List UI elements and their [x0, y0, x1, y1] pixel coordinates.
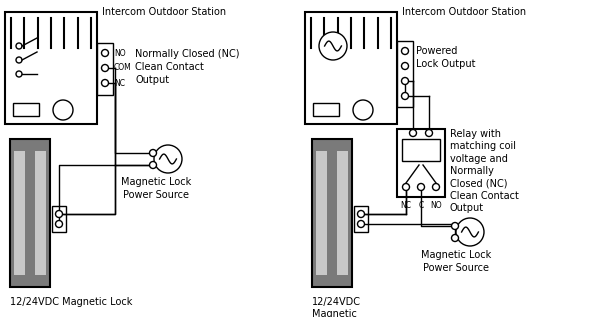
Bar [97, 43, 113, 95]
Circle shape [101, 49, 108, 56]
Text: Magnetic Lock
Power Source: Magnetic Lock Power Source [121, 177, 191, 200]
Text: NC: NC [401, 201, 411, 210]
Circle shape [16, 43, 22, 49]
Circle shape [101, 80, 108, 87]
Circle shape [53, 100, 73, 120]
Circle shape [154, 145, 182, 173]
Circle shape [452, 223, 458, 230]
Bar [337, 151, 348, 275]
Circle shape [402, 77, 408, 85]
Circle shape [418, 184, 424, 191]
Bar [397, 129, 445, 197]
Circle shape [16, 71, 22, 77]
Circle shape [452, 235, 458, 242]
Circle shape [358, 221, 365, 228]
Bar [305, 12, 397, 124]
Circle shape [150, 150, 157, 157]
Bar [14, 151, 25, 275]
Circle shape [402, 62, 408, 69]
Circle shape [402, 184, 409, 191]
Bar [402, 139, 440, 161]
Bar [10, 139, 50, 287]
Bar [313, 103, 339, 116]
Text: NC: NC [114, 79, 125, 87]
Text: Powered
Lock Output: Powered Lock Output [416, 46, 476, 69]
Bar [397, 41, 413, 107]
Circle shape [433, 184, 439, 191]
Bar [316, 151, 327, 275]
Text: NO: NO [114, 49, 126, 57]
Circle shape [16, 57, 22, 63]
Bar [5, 12, 97, 124]
Circle shape [402, 48, 408, 55]
Circle shape [319, 32, 347, 60]
Text: 12/24VDC Magnetic Lock: 12/24VDC Magnetic Lock [10, 297, 132, 307]
Bar [35, 151, 46, 275]
Circle shape [55, 210, 63, 217]
Circle shape [55, 221, 63, 228]
Text: NO: NO [430, 201, 442, 210]
Text: COM: COM [114, 63, 132, 73]
Text: C: C [418, 201, 424, 210]
Circle shape [101, 64, 108, 72]
Bar [312, 139, 352, 287]
Text: Intercom Outdoor Station: Intercom Outdoor Station [402, 7, 526, 17]
Circle shape [456, 218, 484, 246]
Text: Relay with
matching coil
voltage and
Normally
Closed (NC)
Clean Contact
Output: Relay with matching coil voltage and Nor… [450, 129, 519, 213]
Circle shape [353, 100, 373, 120]
Bar [52, 206, 66, 232]
Bar [354, 206, 368, 232]
Circle shape [426, 130, 433, 137]
Circle shape [409, 130, 417, 137]
Circle shape [150, 161, 157, 169]
Bar [13, 103, 39, 116]
Circle shape [402, 93, 408, 100]
Text: 12/24VDC
Magnetic
Lock: 12/24VDC Magnetic Lock [312, 297, 361, 317]
Text: Intercom Outdoor Station: Intercom Outdoor Station [102, 7, 226, 17]
Circle shape [358, 210, 365, 217]
Text: Magnetic Lock
Power Source: Magnetic Lock Power Source [421, 250, 491, 273]
Text: Normally Closed (NC)
Clean Contact
Output: Normally Closed (NC) Clean Contact Outpu… [135, 49, 240, 85]
